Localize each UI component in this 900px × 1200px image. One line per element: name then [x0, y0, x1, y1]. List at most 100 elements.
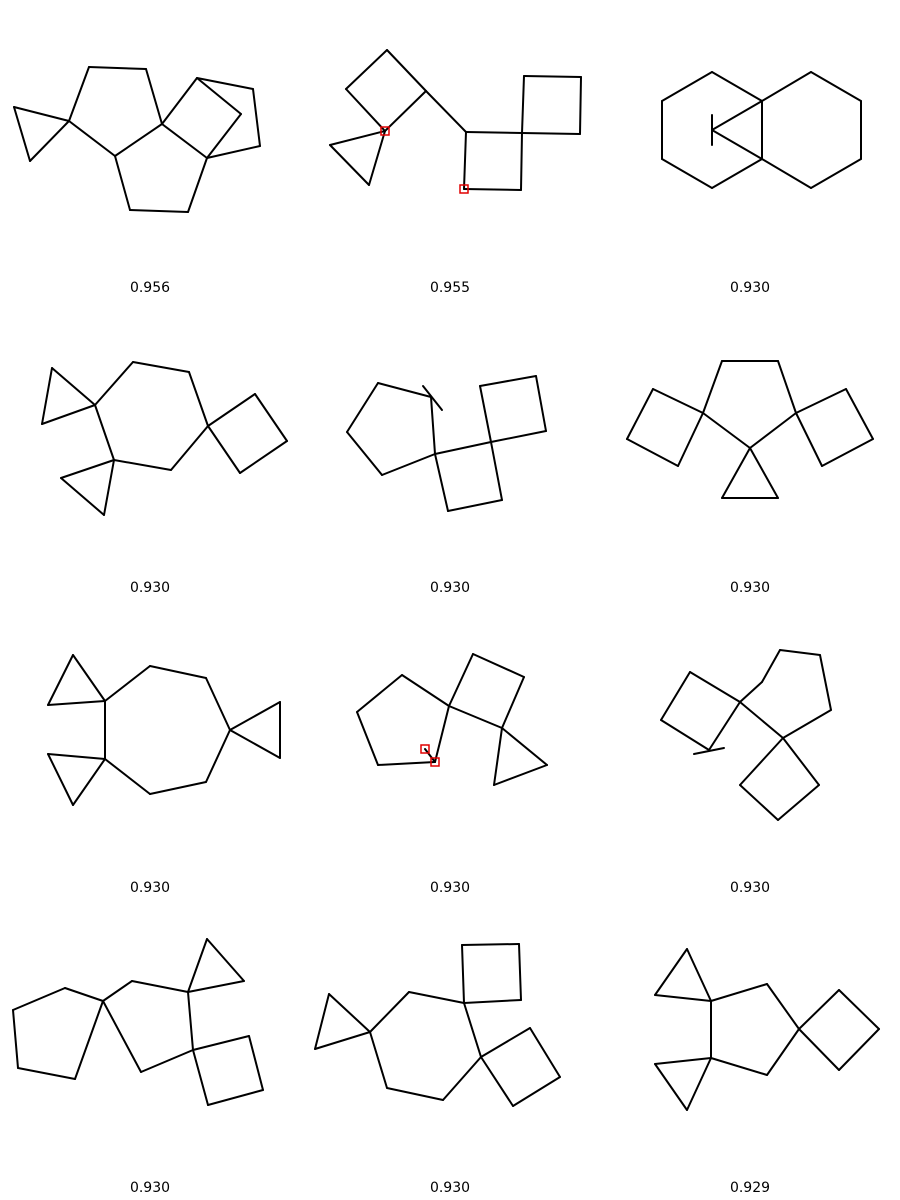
- bond-line: [104, 758, 151, 795]
- bond-line: [461, 943, 520, 946]
- molecule-card: 0.930: [0, 900, 300, 1200]
- bond-line: [17, 1067, 76, 1080]
- molecule-structure-diagram: [661, 71, 862, 189]
- bond-line: [654, 1063, 688, 1111]
- bond-line: [711, 100, 763, 131]
- bond-line: [480, 1027, 531, 1058]
- bond-line: [368, 130, 386, 186]
- bond-line: [490, 430, 547, 443]
- bond-line: [702, 412, 751, 449]
- bond-line: [29, 120, 70, 162]
- bond-line: [424, 748, 436, 763]
- bond-line: [535, 375, 547, 432]
- bond-line: [74, 1000, 104, 1080]
- bond-line: [381, 453, 436, 476]
- bond-line: [205, 729, 231, 783]
- molecule-card: 0.930: [300, 600, 600, 900]
- bond-line: [761, 158, 812, 189]
- bond-line: [161, 77, 198, 125]
- bond-line: [422, 385, 443, 411]
- bond-line: [131, 980, 189, 993]
- similarity-score: 0.930: [429, 1180, 471, 1196]
- bond-line: [408, 991, 465, 1004]
- molecule-card: 0.930: [300, 900, 600, 1200]
- bond-line: [328, 993, 371, 1033]
- bond-line: [72, 654, 106, 702]
- bond-line: [434, 453, 449, 512]
- bond-line: [12, 987, 66, 1011]
- molecule-structure-diagram: [626, 360, 874, 499]
- molecule-structure-diagram: [13, 66, 261, 213]
- bond-line: [47, 753, 106, 760]
- molecule-structure-diagram: [41, 361, 288, 516]
- bond-line: [654, 1057, 712, 1065]
- bond-line: [207, 393, 256, 427]
- bond-line: [377, 761, 436, 766]
- bond-line: [239, 440, 288, 474]
- bond-line: [782, 709, 832, 739]
- bond-line: [314, 1031, 371, 1050]
- bond-line: [463, 1002, 482, 1058]
- bond-line: [103, 459, 115, 516]
- bond-line: [749, 412, 797, 449]
- molecule-card: 0.956: [0, 0, 300, 300]
- bond-line: [579, 76, 582, 135]
- bond-line: [386, 1087, 444, 1101]
- bond-line: [795, 388, 847, 414]
- bond-line: [501, 676, 525, 729]
- bond-line: [207, 425, 241, 474]
- molecule-structure-diagram: [346, 375, 547, 512]
- similarity-score: 0.930: [729, 580, 771, 596]
- molecule-card: 0.930: [600, 300, 900, 600]
- bond-line: [13, 106, 70, 122]
- bond-line: [229, 701, 281, 731]
- bond-line: [356, 674, 403, 713]
- bond-line: [761, 71, 812, 102]
- bond-line: [161, 123, 208, 159]
- bond-line: [187, 991, 194, 1051]
- bond-line: [766, 983, 800, 1030]
- bond-line: [447, 499, 503, 512]
- bond-line: [72, 758, 106, 806]
- similarity-score: 0.930: [129, 1180, 171, 1196]
- highlighted-atom-marker: [380, 126, 390, 136]
- molecule-structure-diagram: [314, 943, 561, 1107]
- bond-line: [693, 747, 725, 755]
- bond-line: [346, 382, 379, 433]
- bond-line: [386, 49, 427, 92]
- highlighted-atom-marker: [430, 757, 440, 767]
- bond-line: [114, 155, 131, 211]
- bond-line: [479, 375, 537, 387]
- bond-line: [448, 705, 503, 729]
- molecule-card: 0.929: [600, 900, 900, 1200]
- bond-line: [739, 784, 779, 821]
- bond-line: [798, 1028, 840, 1071]
- bond-line: [345, 49, 388, 90]
- bond-line: [810, 158, 862, 189]
- similarity-score: 0.929: [729, 1180, 771, 1196]
- bond-line: [821, 438, 874, 467]
- bond-line: [434, 705, 450, 763]
- bond-line: [47, 753, 74, 806]
- bond-line: [102, 980, 133, 1002]
- bond-line: [207, 1089, 264, 1106]
- bond-line: [254, 393, 288, 442]
- molecule-card: 0.930: [300, 300, 600, 600]
- bond-line: [369, 991, 410, 1033]
- bond-line: [129, 209, 189, 213]
- bond-line: [798, 989, 840, 1030]
- bond-line: [810, 71, 862, 102]
- bond-line: [461, 944, 465, 1004]
- bond-line: [463, 999, 522, 1004]
- bond-line: [114, 123, 163, 157]
- bond-line: [206, 938, 245, 982]
- bond-line: [196, 77, 254, 90]
- molecule-structure-diagram: [654, 948, 880, 1111]
- bond-line: [68, 120, 116, 157]
- bond-line: [777, 360, 797, 414]
- similarity-score: 0.930: [729, 280, 771, 296]
- bond-line: [60, 459, 115, 479]
- bond-line: [838, 1028, 880, 1071]
- bond-line: [520, 132, 523, 191]
- bond-line: [626, 388, 654, 440]
